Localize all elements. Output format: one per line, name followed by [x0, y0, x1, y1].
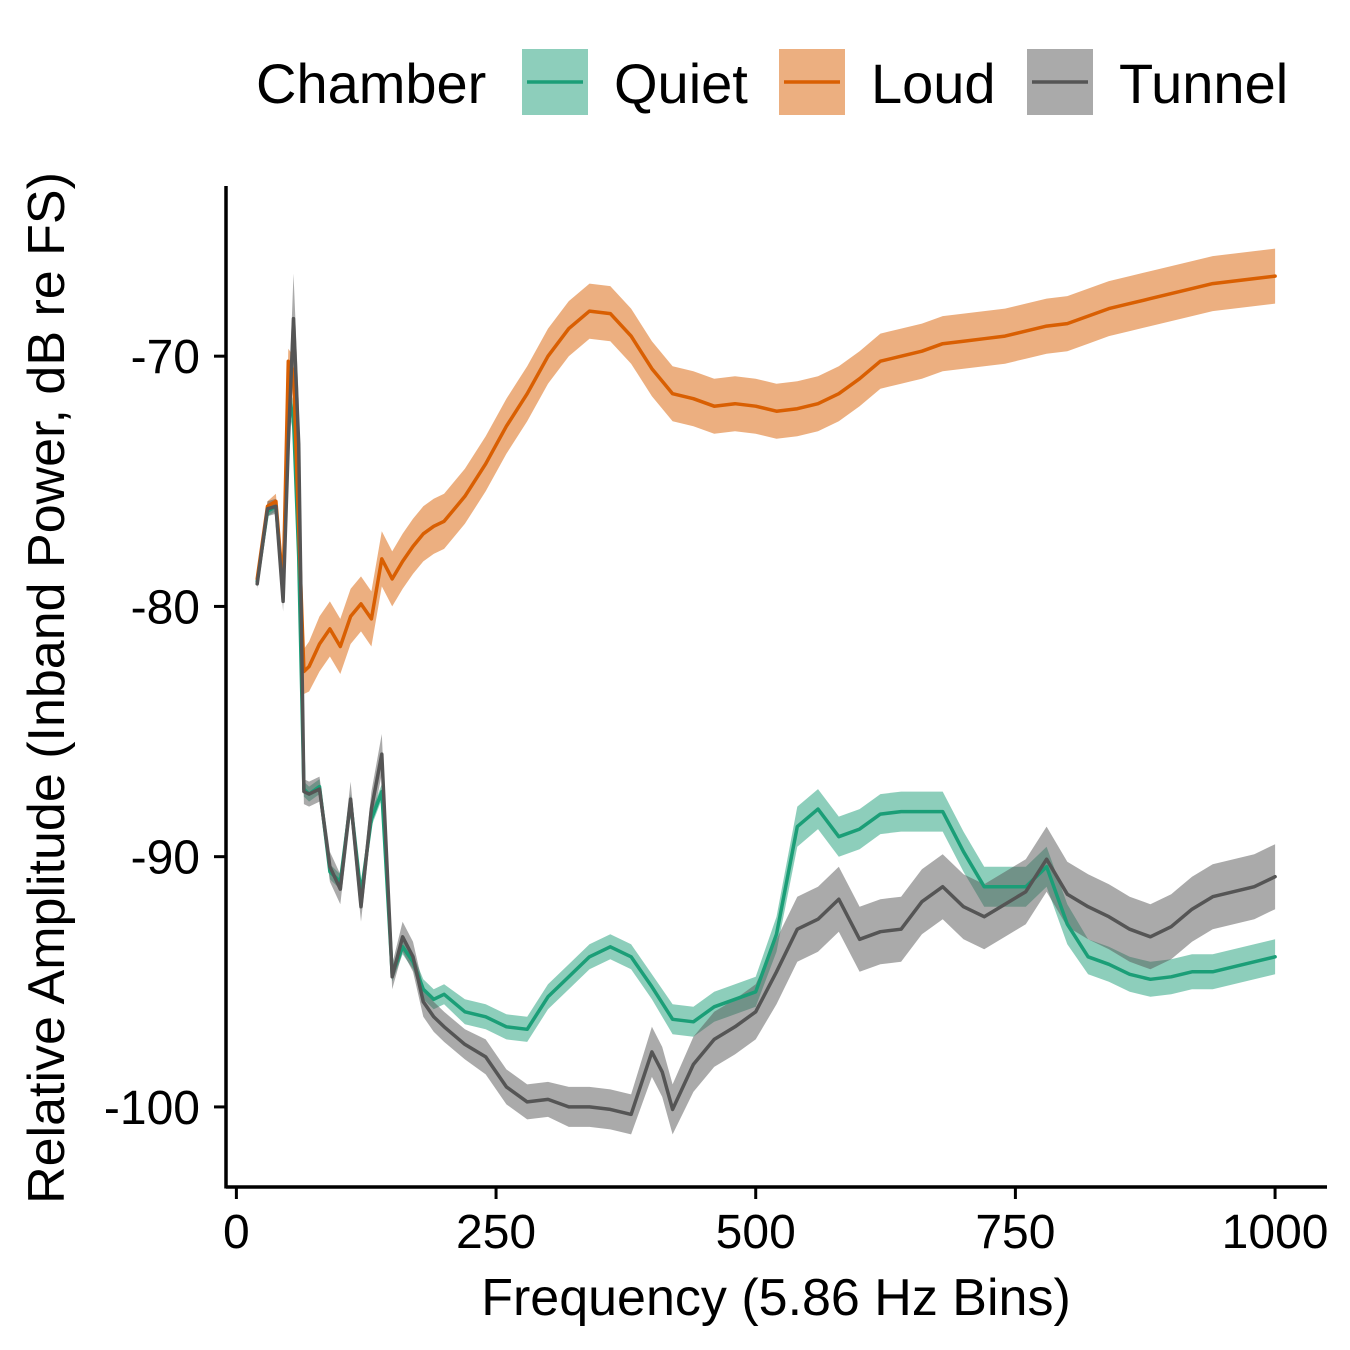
- legend: Chamber Quiet Loud Tunnel: [256, 49, 1288, 115]
- legend-title: Chamber: [256, 52, 486, 115]
- series-line-tunnel: [255, 316, 1277, 1117]
- legend-label: Tunnel: [1119, 52, 1288, 115]
- axes: [224, 186, 1327, 1189]
- series-line-loud: [255, 274, 1277, 674]
- y-tick-label: -90: [131, 832, 200, 885]
- y-axis-title: Relative Amplitude (Inband Power, dB re …: [18, 172, 76, 1204]
- confidence-band-loud: [257, 248, 1276, 694]
- legend-label: Quiet: [614, 52, 748, 115]
- x-tick-label: 750: [975, 1206, 1055, 1259]
- legend-item-loud: Loud: [779, 49, 996, 115]
- y-tick-label: -70: [131, 331, 200, 384]
- y-tick-label: -100: [104, 1082, 200, 1135]
- legend-item-quiet: Quiet: [522, 49, 748, 115]
- x-tick-label: 500: [716, 1206, 796, 1259]
- x-axis-title: Frequency (5.86 Hz Bins): [481, 1269, 1071, 1327]
- plot-area: [255, 248, 1277, 1135]
- x-tick-label: 0: [223, 1206, 250, 1259]
- legend-item-tunnel: Tunnel: [1027, 49, 1288, 115]
- ticks: 0 250 500 750 1000 -100 -90 -80 -70: [104, 331, 1329, 1259]
- y-tick-label: -80: [131, 581, 200, 634]
- legend-label: Loud: [871, 52, 996, 115]
- confidence-band-tunnel: [257, 273, 1276, 1135]
- x-tick-label: 1000: [1222, 1206, 1329, 1259]
- x-tick-label: 250: [456, 1206, 536, 1259]
